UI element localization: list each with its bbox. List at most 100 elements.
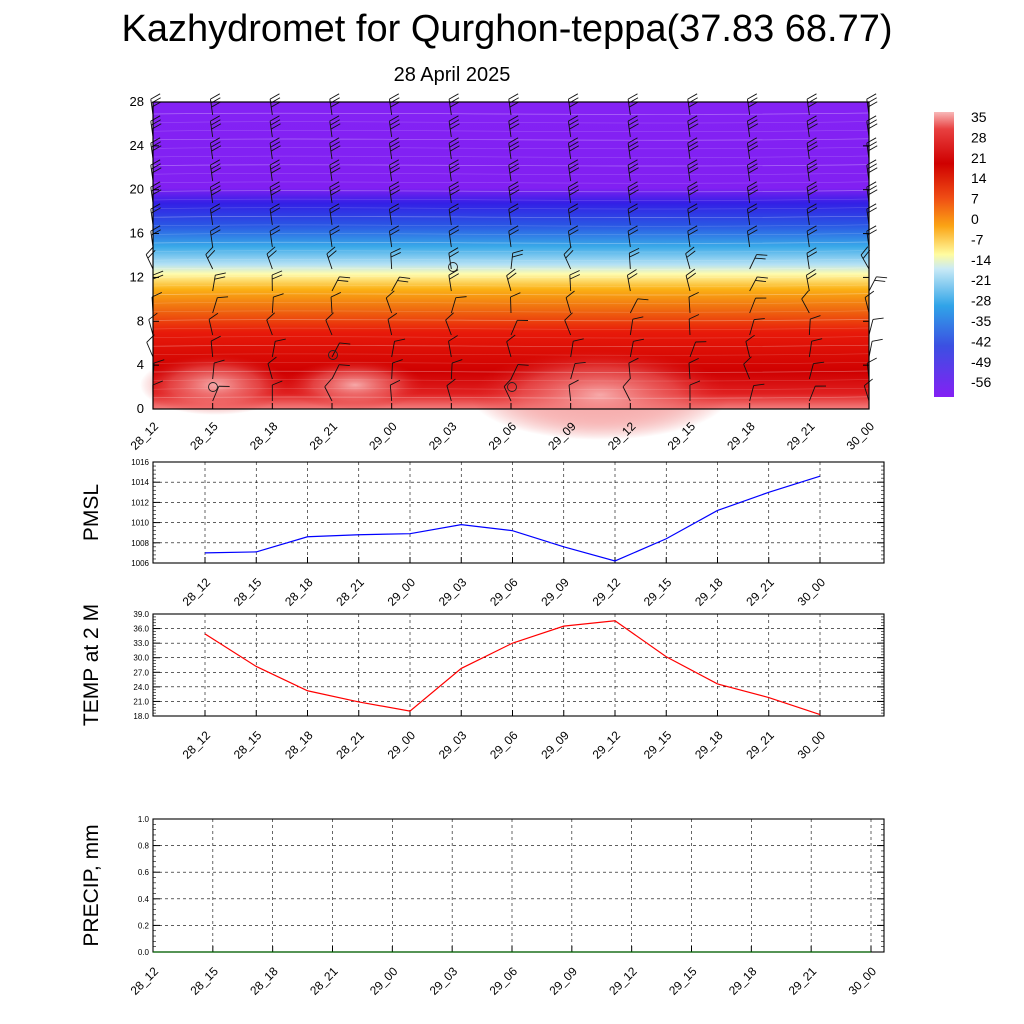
wind-barb: [745, 334, 755, 358]
wind-barb-feather: [449, 185, 460, 192]
wind-barb-feather: [214, 359, 225, 364]
wind-barb-feather: [215, 272, 226, 276]
wind-barb: [622, 378, 631, 402]
wind-barb-feather: [449, 207, 460, 214]
wind-barb-feather: [807, 189, 818, 196]
heat-ytick-label: 12: [130, 269, 144, 284]
wind-barb: [629, 338, 645, 358]
wind-barb: [448, 269, 459, 292]
wind-barb-feather: [508, 115, 519, 122]
colorbar-label: 14: [971, 170, 987, 186]
wind-barb-feather: [330, 185, 340, 192]
wind-barb: [627, 159, 639, 182]
warm-core-1: [285, 360, 425, 410]
wind-barb-feather: [449, 145, 460, 152]
wind-barb-feather: [568, 225, 579, 232]
wind-barb-feather: [329, 159, 340, 166]
wind-barb-feather: [806, 273, 817, 280]
wind-barb-feather: [270, 101, 281, 108]
wind-barb: [685, 268, 697, 292]
wind-barb-feather: [330, 229, 340, 236]
precip-frame: [152, 818, 885, 953]
wind-barb: [390, 248, 401, 270]
colorbar-label: 7: [971, 191, 979, 207]
wind-barb-staff: [860, 254, 870, 270]
wind-barb: [628, 357, 639, 380]
precip-xtick-label: 29_09: [546, 964, 580, 998]
wind-barb-feather: [509, 141, 519, 148]
wind-barb: [626, 269, 638, 292]
wind-barb-feather: [568, 141, 579, 148]
wind-barb-feather: [150, 225, 161, 232]
wind-barb-feather: [573, 338, 584, 342]
wind-barb-feather: [866, 137, 877, 144]
wind-barb-feather: [628, 119, 639, 126]
wind-barb-feather: [747, 229, 758, 236]
isotherm-22: [152, 302, 870, 304]
wind-barb-feather: [512, 253, 523, 258]
wind-barb: [868, 338, 883, 358]
wind-barb-feather: [517, 319, 529, 321]
wind-barb-feather: [686, 250, 696, 258]
wind-barb-staff: [746, 187, 751, 204]
wind-barb-feather: [753, 383, 765, 386]
wind-barb: [445, 312, 454, 336]
wind-barb-staff: [568, 385, 572, 402]
wind-barb-feather: [150, 159, 161, 166]
wind-barb-staff: [208, 319, 214, 336]
wind-barb: [331, 342, 351, 358]
wind-barb-staff: [329, 209, 333, 226]
wind-barb-feather: [449, 273, 459, 280]
wind-barb-feather: [806, 181, 817, 188]
wind-barb: [271, 270, 283, 292]
wind-barb: [209, 115, 222, 138]
pmsl-xtick-label: 29_09: [538, 575, 572, 609]
wind-barb: [212, 272, 226, 292]
wind-barb-feather: [509, 163, 519, 170]
wind-barb-feather: [205, 246, 214, 255]
wind-barb: [569, 270, 581, 292]
wind-barb-feather: [150, 93, 161, 100]
wind-barb: [570, 338, 584, 358]
wind-barb-feather: [389, 93, 400, 100]
temp-xtick-label: 28_21: [333, 728, 367, 762]
wind-barb: [331, 276, 351, 292]
isotherm-15: [152, 241, 870, 244]
wind-barb-feather: [451, 359, 463, 364]
temp-ytick-label: 18.0: [133, 712, 149, 721]
wind-barb-feather: [866, 203, 877, 210]
wind-barb: [868, 317, 884, 336]
wind-barb-feather: [747, 207, 758, 214]
wind-barb-staff: [749, 254, 757, 270]
isotherm-1: [152, 121, 870, 124]
isotherm-11: [152, 207, 870, 210]
wind-barb-feather: [748, 101, 759, 108]
colorbar-label: -35: [971, 313, 991, 329]
wind-barb: [508, 225, 519, 248]
wind-barb: [271, 380, 283, 402]
wind-barb-staff: [749, 385, 755, 402]
wind-barb-staff: [564, 319, 572, 336]
wind-barb-feather: [688, 291, 699, 298]
wind-barb-staff: [205, 254, 214, 270]
pmsl-xtick-label: 30_00: [795, 575, 829, 609]
wind-barb-feather: [218, 385, 230, 387]
precip-xtick-label: 29_00: [367, 964, 401, 998]
wind-barb-feather: [872, 338, 883, 342]
isotherm-4: [152, 147, 870, 150]
wind-barb-feather: [449, 119, 460, 126]
wind-barb: [209, 225, 221, 248]
temp-ytick-label: 30.0: [133, 654, 149, 663]
wind-barb-staff: [146, 342, 154, 358]
wind-barb-feather: [455, 296, 467, 299]
wind-barb: [508, 115, 520, 138]
wind-barb: [749, 318, 765, 336]
heat-xtick-label: 28_18: [247, 419, 281, 453]
wind-barb: [391, 276, 411, 292]
wind-barb-feather: [874, 279, 886, 282]
isotherm-17: [152, 259, 870, 261]
wind-barb-feather: [389, 229, 400, 236]
heat-xtick-label: 29_18: [724, 419, 758, 453]
wind-barb-staff: [864, 297, 870, 314]
wind-barb-feather: [568, 379, 579, 386]
